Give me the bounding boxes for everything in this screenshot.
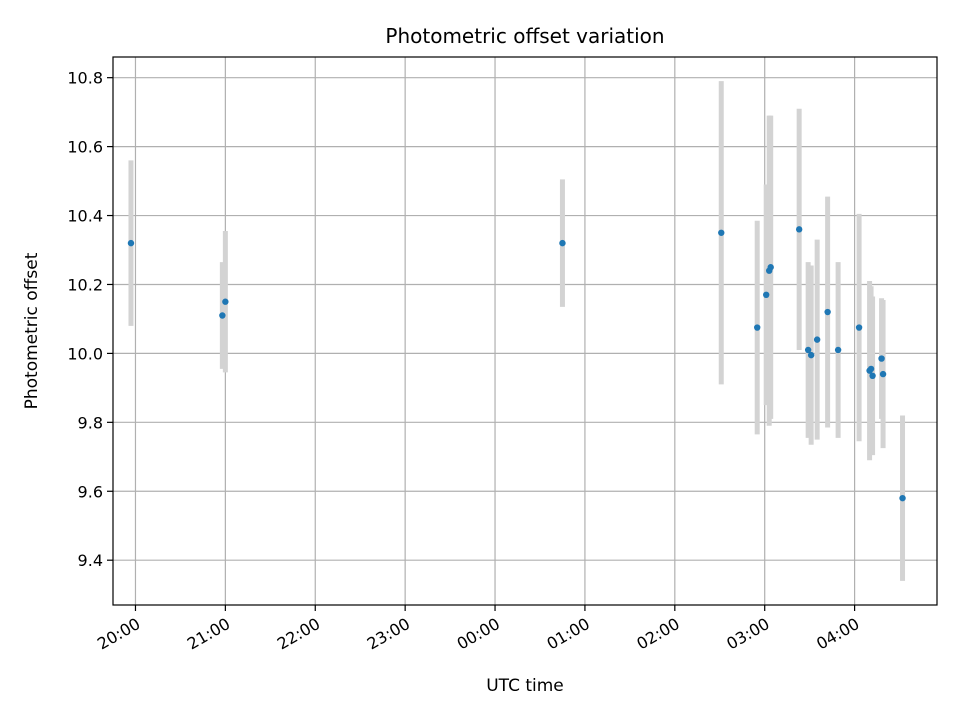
plot-frame [112,56,938,606]
chart-title: Photometric offset variation [385,24,664,48]
data-point [559,239,566,247]
data-point [718,229,725,236]
y-tick-label: 10.6 [67,138,103,157]
data-point [834,346,842,354]
y-tick-label: 10.4 [67,207,103,226]
y-tick-label: 10.2 [67,275,103,294]
data-point [869,372,876,380]
data-point [855,324,863,331]
data-point [222,298,229,305]
data-point [763,291,770,299]
x-axis-label: UTC time [486,676,564,696]
data-point [867,365,875,373]
data-point [879,370,887,378]
data-point [804,346,812,354]
data-point [219,312,226,319]
data-point [767,264,774,271]
data-point [807,351,815,359]
data-point [754,324,761,331]
y-tick-label: 9.4 [78,551,103,570]
point-layer [127,226,906,502]
data-point [813,336,821,343]
data-point [899,494,906,502]
grid-layer [113,57,937,605]
data-point [824,308,831,316]
y-axis-label: Photometric offset [22,252,42,409]
y-tick-label: 10.8 [67,69,103,88]
y-tick-label: 9.8 [78,413,103,432]
data-point [127,239,135,247]
y-tick-label: 10.0 [67,344,103,363]
y-tick-label: 9.6 [78,482,103,501]
data-point [795,226,803,233]
data-point [878,355,885,362]
